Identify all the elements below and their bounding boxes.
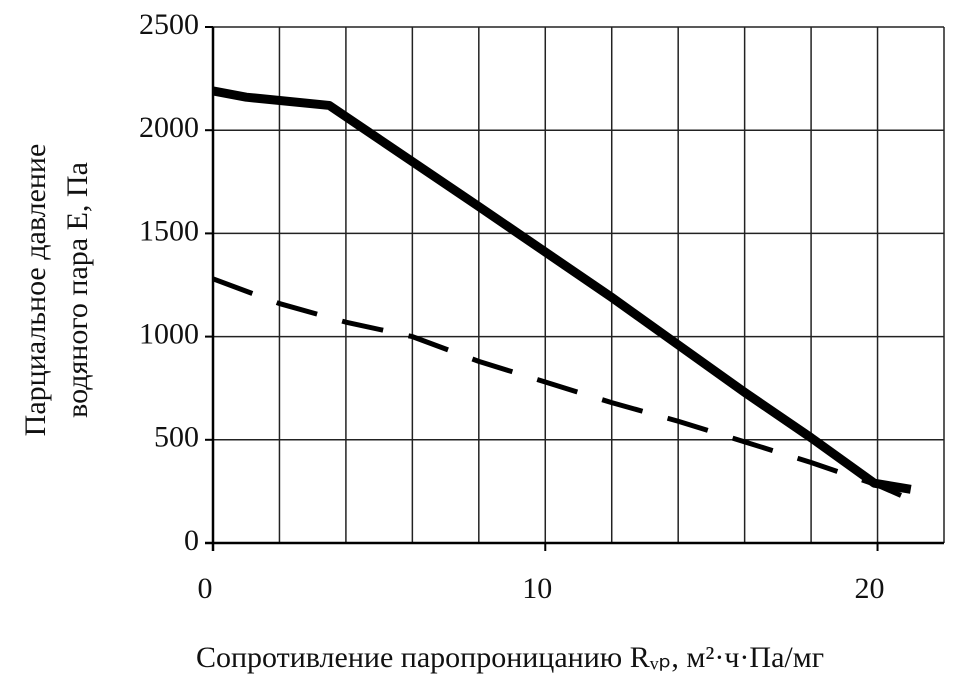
y-tick-label: 2000: [139, 111, 199, 144]
x-axis-label: Сопротивление паропроницанию Rᵥₚ, м²·ч·П…: [196, 641, 824, 674]
x-tick-label: 20: [855, 572, 885, 605]
y-tick-label: 1500: [139, 214, 199, 247]
y-tick-label: 500: [154, 421, 199, 454]
y-tick-label: 0: [184, 524, 199, 557]
data-line: [212, 86, 912, 494]
x-tick-label: 10: [522, 572, 552, 605]
data-line: [212, 276, 912, 502]
y-axis-label: водяного пара E, Па: [61, 162, 94, 418]
x-tick-label: 0: [198, 572, 213, 605]
y-tick-label: 1000: [139, 317, 199, 350]
y-axis-label: Парциальное давление: [19, 144, 52, 437]
y-tick-label: 2500: [139, 8, 199, 41]
